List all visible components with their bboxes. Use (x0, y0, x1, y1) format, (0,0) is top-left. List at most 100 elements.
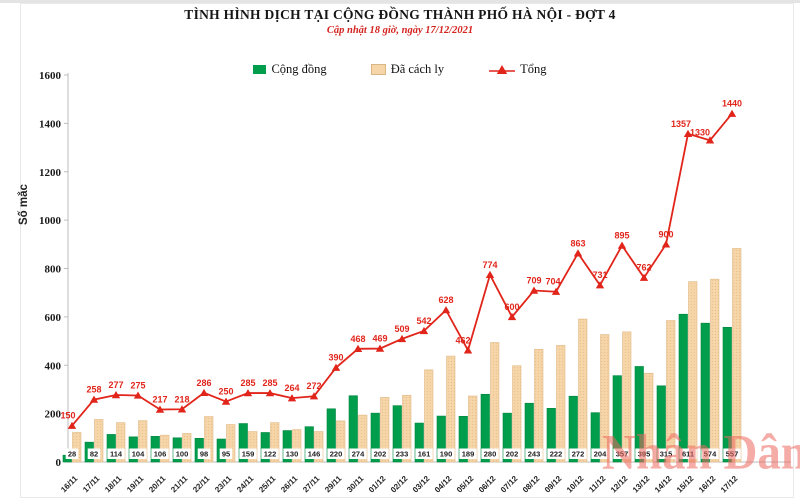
date-tick-label: 16/11 (59, 474, 80, 495)
legend-item-cong-dong: Cộng đồng (253, 62, 327, 77)
bar-value-label: 189 (462, 450, 475, 459)
total-marker (309, 392, 319, 400)
total-value-label: 150 (60, 411, 75, 421)
bar-value-chip (613, 448, 631, 459)
legend-label-cong-dong: Cộng đồng (271, 62, 327, 76)
date-tick-label: 01/12 (367, 474, 388, 495)
date-tick-label: 09/12 (543, 474, 564, 495)
bar-value-label: 190 (440, 450, 453, 459)
date-tick-label: 06/12 (477, 474, 498, 495)
total-value-label: 709 (526, 276, 541, 286)
bar-value-label: 95 (222, 450, 230, 459)
quarantine-bar (116, 422, 126, 463)
bar-value-label: 280 (484, 450, 497, 459)
bar-value-chip (65, 448, 79, 459)
bar-value-label: 159 (242, 450, 255, 459)
total-marker (221, 397, 231, 405)
date-tick-label: 24/11 (235, 474, 256, 495)
bar-value-label: 272 (572, 450, 585, 459)
bar-value-label: 98 (200, 450, 208, 459)
bar-value-chip (657, 448, 675, 459)
quarantine-bar (380, 397, 390, 463)
quarantine-bar (446, 355, 456, 463)
date-tick-label: 08/12 (521, 474, 542, 495)
quarantine-bar (600, 334, 610, 463)
total-value-label: 258 (86, 385, 101, 395)
bar-value-chip (371, 448, 389, 459)
quarantine-bar (556, 345, 566, 463)
total-marker (287, 394, 297, 402)
bar-value-chip (569, 448, 587, 459)
quarantine-bar (512, 365, 522, 463)
community-bar (414, 422, 424, 463)
community-bar (282, 430, 292, 463)
total-value-label: 469 (372, 334, 387, 344)
y-tick-label: 1200 (39, 167, 62, 179)
date-tick-label: 15/12 (675, 474, 696, 495)
total-value-label: 272 (306, 381, 321, 391)
community-bar (458, 415, 468, 463)
date-tick-label: 17/12 (719, 474, 740, 495)
bar-value-label: 574 (704, 450, 717, 459)
bar-value-chip (547, 448, 565, 459)
date-tick-label: 25/11 (257, 474, 278, 495)
total-value-label: 1440 (722, 99, 742, 109)
bar-value-label: 357 (616, 450, 629, 459)
date-tick-label: 23/11 (213, 474, 234, 495)
bar-value-chip (87, 448, 101, 459)
community-bar (568, 395, 578, 463)
bar-value-label: 82 (90, 450, 98, 459)
total-value-label: 468 (350, 334, 365, 344)
quarantine-bar (72, 432, 82, 463)
total-marker (573, 249, 583, 257)
bar-value-chip (283, 448, 301, 459)
bar-value-chip (393, 448, 411, 459)
bar-value-chip (239, 448, 257, 459)
total-value-label: 900 (658, 229, 673, 239)
quarantine-bar (490, 342, 500, 463)
community-bar (348, 395, 358, 463)
community-bar (436, 415, 446, 463)
total-value-label: 704 (545, 277, 560, 287)
bar-value-chip (701, 448, 719, 459)
total-marker (617, 241, 627, 249)
legend-label-tong: Tổng (520, 62, 547, 76)
bar-value-label: 104 (132, 450, 145, 459)
total-value-label: 628 (438, 295, 453, 305)
quarantine-bar (292, 429, 302, 463)
legend-item-da-cach-ly: Đã cách ly (370, 62, 444, 77)
bar-value-label: 106 (154, 450, 167, 459)
quarantine-bar (314, 431, 324, 463)
total-value-label: 509 (394, 324, 409, 334)
total-value-label: 542 (416, 316, 431, 326)
community-bar (106, 434, 116, 463)
community-bar (392, 405, 402, 463)
date-tick-label: 11/12 (587, 474, 608, 495)
bar-value-label: 130 (286, 450, 299, 459)
total-marker (683, 129, 693, 137)
date-tick-label: 26/11 (279, 474, 300, 495)
y-tick-label: 400 (45, 360, 62, 372)
y-tick-label: 200 (45, 409, 62, 421)
community-bar (546, 408, 556, 463)
quarantine-bar (666, 320, 676, 463)
total-value-label: 277 (108, 380, 123, 390)
bar-value-label: 122 (264, 450, 277, 459)
community-bar (502, 412, 512, 463)
quarantine-bar (336, 420, 346, 463)
bar-value-label: 395 (638, 450, 651, 459)
bar-value-chip (437, 448, 455, 459)
total-value-label: 731 (592, 270, 607, 280)
y-tick-label: 1600 (39, 70, 62, 82)
date-tick-label: 05/12 (455, 474, 476, 495)
community-bar (326, 408, 336, 463)
community-bar (304, 426, 314, 463)
community-bar (722, 326, 732, 463)
quarantine-bar (710, 278, 720, 463)
bar-value-label: 161 (418, 450, 431, 459)
line-marker-icon (488, 64, 516, 76)
date-tick-label: 18/11 (103, 474, 124, 495)
total-value-label: 762 (636, 263, 651, 273)
total-marker (199, 388, 209, 397)
quarantine-bar (226, 424, 236, 463)
